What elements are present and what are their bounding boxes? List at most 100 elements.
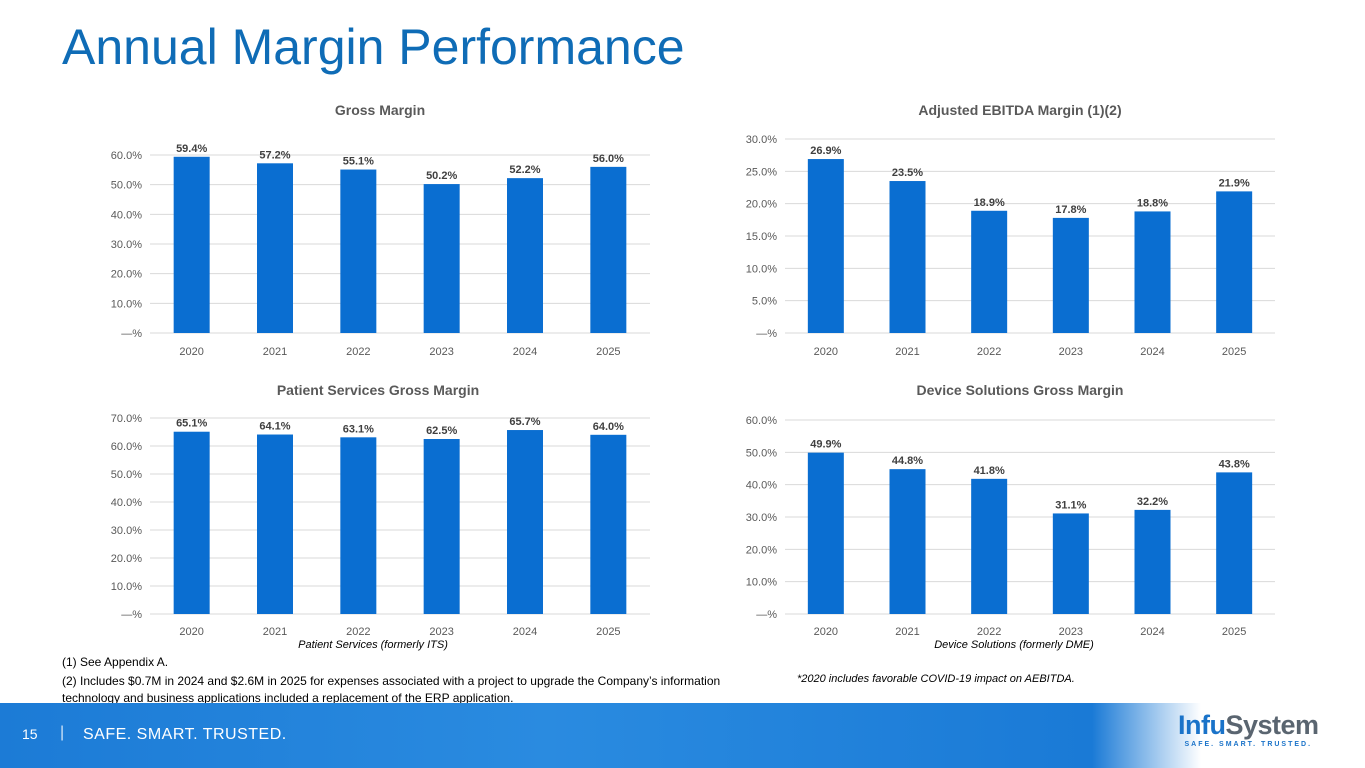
- bar: [507, 430, 543, 614]
- bar: [257, 434, 293, 614]
- data-label: 44.8%: [892, 455, 923, 467]
- data-label: 43.8%: [1219, 458, 1250, 470]
- data-label: 50.2%: [426, 170, 457, 182]
- y-tick-label: 40.0%: [111, 497, 142, 509]
- chart-caption: Patient Services (formerly ITS): [298, 639, 448, 651]
- bar: [1134, 509, 1171, 614]
- y-tick-label: 20.0%: [746, 544, 777, 556]
- infusystem-logo: InfuSystem SAFE. SMART. TRUSTED.: [1178, 710, 1319, 748]
- data-label: 26.9%: [810, 145, 841, 157]
- bar: [889, 469, 926, 614]
- x-tick-label: 2025: [1222, 346, 1246, 358]
- x-tick-label: 2021: [895, 626, 919, 638]
- bar: [340, 437, 377, 614]
- data-label: 21.9%: [1219, 177, 1250, 189]
- bar: [807, 452, 844, 614]
- y-tick-label: 15.0%: [746, 231, 777, 243]
- bar: [507, 178, 543, 333]
- page-title: Annual Margin Performance: [62, 19, 685, 75]
- chart-caption: Device Solutions (formerly DME): [934, 639, 1094, 651]
- bar: [340, 169, 377, 333]
- y-tick-label: 20.0%: [111, 553, 142, 565]
- y-tick-label: 5.0%: [752, 296, 777, 308]
- data-label: 64.1%: [259, 421, 290, 433]
- y-tick-label: 40.0%: [111, 209, 142, 221]
- y-tick-label: 70.0%: [111, 413, 142, 425]
- x-tick-label: 2024: [513, 346, 537, 358]
- x-tick-label: 2023: [429, 346, 453, 358]
- data-label: 31.1%: [1055, 499, 1086, 511]
- data-label: 55.1%: [343, 156, 374, 168]
- data-label: 18.9%: [974, 197, 1005, 209]
- covid-note: *2020 includes favorable COVID-19 impact…: [797, 673, 1075, 685]
- bar: [173, 156, 210, 333]
- bar: [1134, 211, 1171, 333]
- x-tick-label: 2024: [1140, 346, 1164, 358]
- bar: [590, 166, 627, 333]
- y-tick-label: —%: [756, 328, 777, 340]
- data-label: 32.2%: [1137, 496, 1168, 508]
- y-tick-label: 60.0%: [111, 441, 142, 453]
- y-tick-label: —%: [121, 328, 142, 340]
- bar: [423, 184, 460, 333]
- x-tick-label: 2022: [977, 346, 1001, 358]
- logo-tagline: SAFE. SMART. TRUSTED.: [1184, 741, 1313, 748]
- bar: [590, 434, 627, 614]
- y-tick-label: 10.0%: [746, 263, 777, 275]
- y-tick-label: 50.0%: [746, 447, 777, 459]
- x-tick-label: 2025: [596, 346, 620, 358]
- page-number: 15: [22, 726, 38, 742]
- y-tick-label: 30.0%: [111, 525, 142, 537]
- x-tick-label: 2021: [263, 346, 287, 358]
- data-label: 57.2%: [259, 149, 290, 161]
- x-tick-label: 2024: [1140, 626, 1164, 638]
- chart-title: Gross Margin: [335, 102, 425, 118]
- data-label: 62.5%: [426, 425, 457, 437]
- data-label: 18.8%: [1137, 197, 1168, 209]
- x-tick-label: 2023: [429, 626, 453, 638]
- footnote-2: (2) Includes $0.7M in 2024 and $2.6M in …: [62, 674, 721, 705]
- footnote-1: (1) See Appendix A.: [62, 655, 169, 669]
- data-label: 64.0%: [593, 421, 624, 433]
- y-tick-label: 10.0%: [111, 581, 142, 593]
- bar: [257, 163, 293, 333]
- data-label: 23.5%: [892, 167, 923, 179]
- y-tick-label: 25.0%: [746, 166, 777, 178]
- x-tick-label: 2020: [179, 346, 203, 358]
- x-tick-label: 2023: [1059, 346, 1083, 358]
- y-tick-label: 30.0%: [111, 239, 142, 251]
- bar: [971, 210, 1008, 333]
- x-tick-label: 2020: [814, 346, 838, 358]
- bar: [423, 439, 460, 614]
- bar: [889, 181, 926, 333]
- chart-title: Adjusted EBITDA Margin (1)(2): [918, 102, 1121, 118]
- y-tick-label: 60.0%: [111, 150, 142, 162]
- y-tick-label: 30.0%: [746, 512, 777, 524]
- y-tick-label: 10.0%: [111, 298, 142, 310]
- logo-wordmark: InfuSystem: [1178, 710, 1319, 740]
- y-tick-label: 30.0%: [746, 134, 777, 146]
- footer-divider: |: [60, 724, 65, 741]
- data-label: 49.9%: [810, 439, 841, 451]
- data-label: 65.1%: [176, 418, 207, 430]
- footer-tagline: SAFE. SMART. TRUSTED.: [83, 726, 287, 743]
- data-label: 17.8%: [1055, 204, 1086, 216]
- bar: [1216, 191, 1253, 333]
- x-tick-label: 2025: [1222, 626, 1246, 638]
- bar: [173, 431, 210, 614]
- footer-band: [0, 703, 1365, 768]
- data-label: 41.8%: [974, 465, 1005, 477]
- data-label: 56.0%: [593, 153, 624, 165]
- data-label: 65.7%: [509, 416, 540, 428]
- x-tick-label: 2024: [513, 626, 537, 638]
- x-tick-label: 2022: [346, 626, 370, 638]
- bar: [1052, 513, 1089, 614]
- data-label: 63.1%: [343, 423, 374, 435]
- y-tick-label: 50.0%: [111, 180, 142, 192]
- x-tick-label: 2025: [596, 626, 620, 638]
- bar: [1216, 472, 1253, 614]
- bar: [807, 159, 844, 333]
- y-tick-label: 50.0%: [111, 469, 142, 481]
- x-tick-label: 2023: [1059, 626, 1083, 638]
- chart-title: Device Solutions Gross Margin: [917, 382, 1124, 398]
